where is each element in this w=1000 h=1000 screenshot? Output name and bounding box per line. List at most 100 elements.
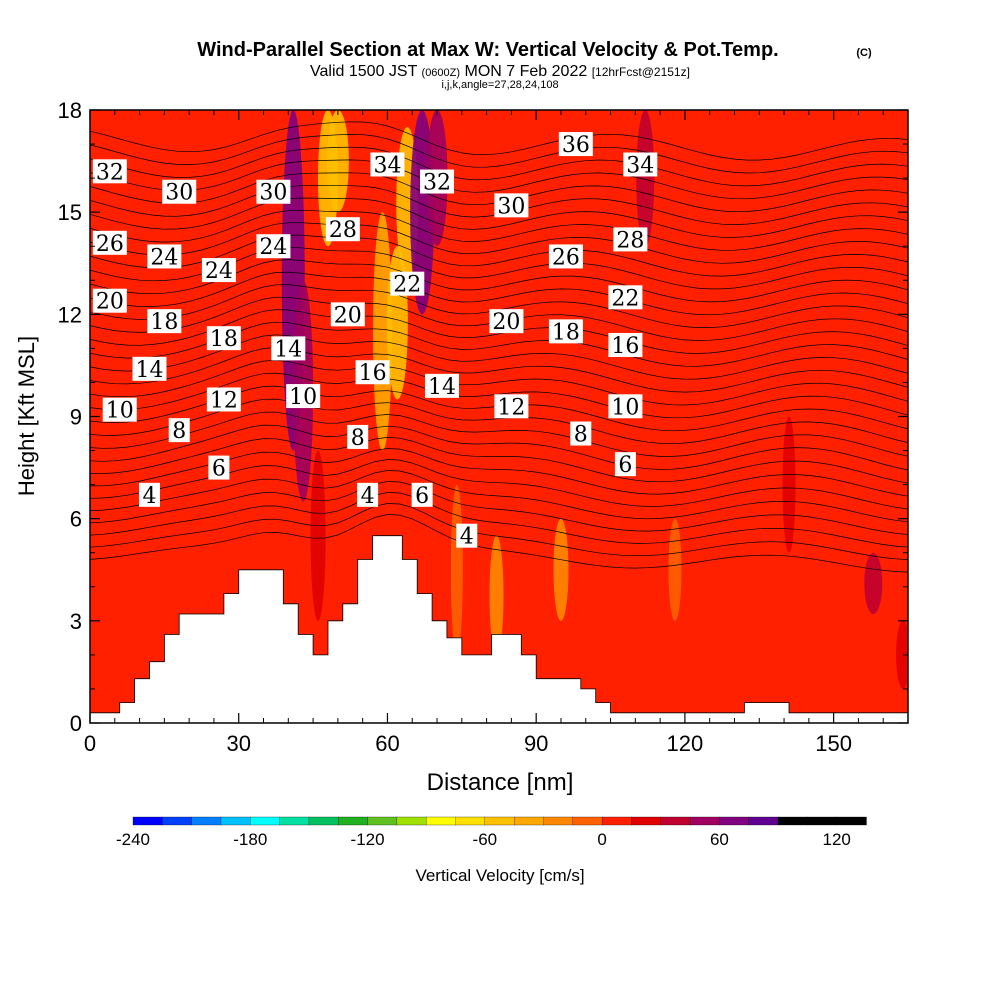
theta-contour-line [90, 481, 908, 535]
colorbar-swatch [719, 816, 750, 826]
theta-contour-line [90, 424, 908, 471]
theta-label: 22 [608, 285, 643, 311]
theta-label: 22 [390, 271, 425, 298]
svg-text:6: 6 [212, 457, 226, 482]
theta-label: 4 [138, 482, 160, 509]
theta-contour-line [90, 359, 908, 406]
theta-label: 20 [489, 309, 524, 335]
svg-text:8: 8 [574, 423, 588, 448]
colorbar-swatch [543, 816, 574, 826]
x-tick-label: 120 [667, 731, 704, 756]
theta-label: 6 [614, 452, 636, 478]
colorbar-tick-label: -180 [233, 830, 267, 849]
theta-label: 30 [494, 193, 529, 219]
velocity-feature [450, 484, 463, 655]
svg-text:16: 16 [611, 334, 639, 359]
colorbar-swatch [396, 816, 427, 826]
theta-contour-line [90, 271, 908, 316]
svg-text:36: 36 [562, 133, 590, 158]
velocity-feature [782, 416, 796, 553]
colorbar-swatch [660, 816, 691, 826]
theta-contour-line [90, 134, 908, 174]
terrain-mask [90, 535, 908, 723]
theta-label: 14 [424, 373, 459, 400]
y-tick-label: 0 [70, 711, 82, 736]
svg-text:18: 18 [552, 320, 580, 345]
colorbar-label: Vertical Velocity [cm/s] [415, 866, 584, 885]
theta-contour-line [90, 121, 908, 161]
valid-prefix: Valid 1500 JST [310, 63, 418, 80]
svg-text:30: 30 [165, 181, 193, 206]
svg-text:6: 6 [618, 453, 632, 478]
theta-label: 14 [132, 356, 167, 383]
theta-label: 4 [456, 523, 478, 550]
theta-contour-labels: 3230262424201818141210864302414103428201… [92, 132, 658, 550]
indices-line: i,j,k,angle=27,28,24,108 [441, 79, 558, 91]
svg-text:16: 16 [359, 361, 387, 386]
theta-contour-line [90, 309, 908, 354]
theta-contour-line [90, 503, 908, 560]
x-axis-label: Distance [nm] [427, 769, 574, 796]
theta-label: 16 [355, 360, 390, 386]
theta-contour-line [90, 492, 908, 548]
svg-text:26: 26 [552, 245, 580, 270]
y-tick-label: 9 [70, 405, 82, 430]
theta-label: 24 [147, 244, 182, 270]
x-tick-label: 90 [524, 731, 548, 756]
theta-contour-line [90, 146, 908, 187]
colorbar-swatch [367, 816, 398, 826]
y-axis-label: Height [Kft MSL] [14, 336, 39, 496]
theta-label: 10 [608, 394, 643, 420]
theta-contour-line [90, 234, 908, 277]
colorbar-swatch [748, 816, 779, 826]
colorbar-tick-label: 60 [710, 830, 729, 849]
colorbar-swatch [162, 816, 193, 826]
svg-text:4: 4 [361, 484, 375, 509]
y-tick-label: 15 [58, 200, 82, 225]
svg-text:6: 6 [415, 484, 429, 509]
velocity-feature [668, 518, 682, 621]
svg-text:20: 20 [492, 310, 520, 335]
velocity-feature [489, 535, 504, 655]
svg-text:10: 10 [611, 395, 639, 420]
colorbar-swatch [631, 816, 662, 826]
theta-contour-line [90, 411, 908, 457]
theta-label: 28 [613, 227, 648, 253]
theta-contour-line [90, 209, 908, 251]
colorbar-tick-label: -120 [351, 830, 385, 849]
theta-label: 24 [201, 258, 236, 284]
theta-label: 26 [92, 230, 127, 257]
colorbar-swatch [191, 816, 222, 826]
colorbar-tick-label: 0 [597, 830, 606, 849]
velocity-feature [896, 620, 908, 689]
x-tick-label: 150 [815, 731, 852, 756]
svg-text:32: 32 [96, 160, 124, 185]
velocity-feature [636, 110, 655, 247]
colorbar-swatch [132, 816, 163, 826]
theta-label: 8 [168, 418, 190, 444]
theta-label: 12 [494, 394, 529, 420]
velocity-feature [326, 110, 349, 213]
svg-text:14: 14 [274, 337, 302, 362]
colorbar-swatch [807, 816, 838, 826]
plot-area: 3230262424201818141210864302414103428201… [90, 110, 908, 723]
svg-text:10: 10 [289, 385, 317, 410]
theta-label: 18 [147, 309, 182, 335]
theta-label: 18 [206, 326, 241, 352]
svg-text:22: 22 [393, 273, 421, 298]
theta-contour-line [90, 470, 908, 523]
svg-text:8: 8 [351, 426, 365, 451]
theta-contour-line [90, 372, 908, 419]
theta-label: 18 [548, 319, 583, 345]
colorbar-swatch [279, 816, 310, 826]
theta-label: 6 [208, 455, 230, 482]
svg-text:34: 34 [626, 153, 654, 178]
theta-label: 30 [256, 179, 291, 206]
y-tick-label: 12 [58, 302, 82, 327]
colorbar-swatch [777, 816, 809, 826]
theta-contour-line [90, 514, 908, 573]
colorbar-swatch [484, 816, 515, 826]
theta-contour-line [90, 437, 908, 484]
